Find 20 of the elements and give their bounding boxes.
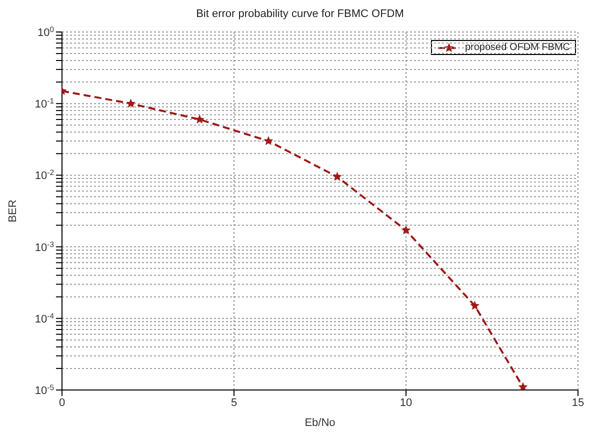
point [470, 300, 480, 310]
y-tick-label: 10$^{-3}$ [34, 239, 54, 254]
y-tick-label: 10$^{0}$ [37, 24, 54, 39]
x-tick-label: 0 [58, 396, 66, 409]
y-tick-label: 10$^{-4}$ [34, 310, 55, 326]
x-tick-label: 10 [400, 396, 412, 409]
y-tick-label: 10$^{-2}$ [34, 168, 54, 182]
point [126, 98, 136, 108]
point [264, 136, 274, 146]
x-tick-label: 15 [572, 396, 584, 409]
y-tick-label: 10$^{-1}$ [34, 96, 54, 111]
chart-title: Bit error probability curve for FBMC OFDM [195, 8, 405, 22]
point [194, 114, 204, 124]
x-tick-label: 5 [230, 396, 238, 409]
point [518, 382, 528, 390]
y-tick-label: 10$^{-5}$ [34, 382, 54, 397]
point [401, 225, 411, 234]
point [332, 172, 342, 181]
y-axis-title: BER [6, 200, 19, 222]
x-axis-title: Eb/No [304, 417, 336, 429]
